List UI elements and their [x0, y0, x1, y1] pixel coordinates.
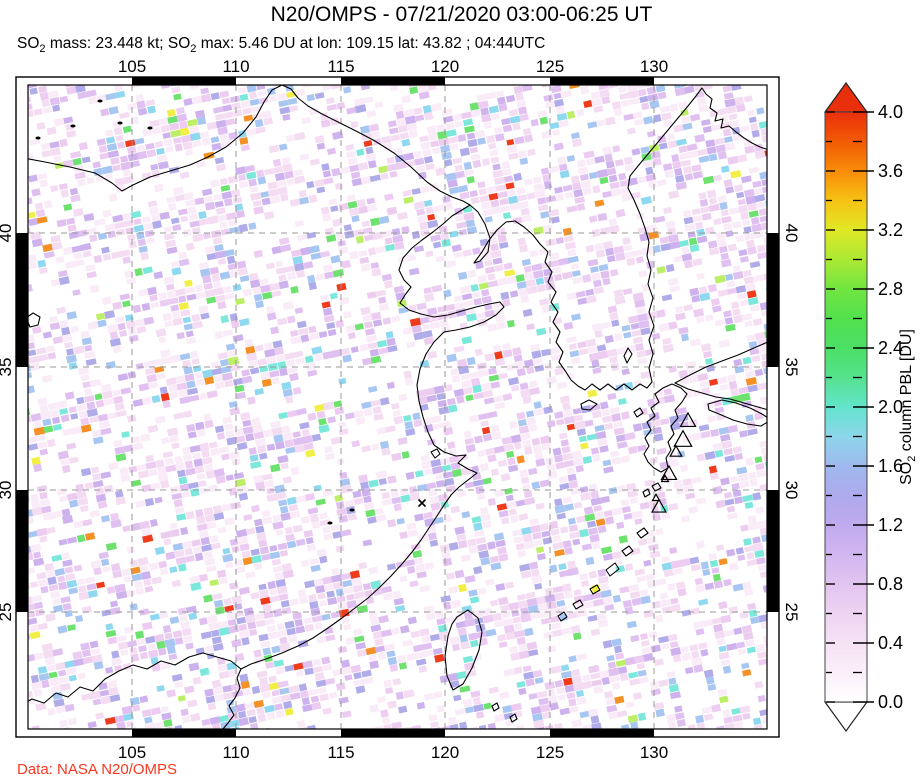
coastline-path — [674, 341, 767, 384]
island-outline — [430, 448, 441, 459]
island-outline — [642, 488, 651, 498]
coastline-path — [674, 382, 767, 411]
colorbar-title-text: SO — [898, 461, 915, 485]
island-outline — [491, 702, 500, 712]
coastline-path — [222, 204, 505, 729]
colorbar-tick-label: 0.0 — [878, 692, 904, 712]
colorbar-tick-label: 2.4 — [878, 338, 904, 358]
colorbar-tick-label: 3.2 — [878, 220, 904, 240]
volcano-triangle-icon — [651, 493, 661, 502]
colorbar-under-arrow — [823, 701, 869, 733]
lon-tick-label-bottom: 110 — [222, 743, 250, 762]
island-outline — [643, 383, 688, 473]
lake-dot — [327, 521, 333, 525]
colorbar-tick-label: 1.6 — [878, 456, 904, 476]
lon-tick-label-bottom: 115 — [327, 743, 355, 762]
lon-tick-label-top: 125 — [535, 57, 565, 76]
subtitle: SO2 mass: 23.448 kt; SO2 max: 5.46 DU at… — [17, 35, 545, 55]
island-outline — [651, 482, 662, 492]
lon-tick-label-bottom: 130 — [639, 743, 669, 762]
lat-tick-label-left: 25 — [0, 602, 15, 622]
coastlines — [28, 85, 767, 729]
subtitle-text: mass: 23.448 kt; SO — [45, 35, 191, 52]
coastline-path — [28, 652, 242, 704]
data-credit: Data: NASA N20/OMPS — [17, 761, 178, 778]
lat-tick-label-left: 35 — [0, 357, 15, 377]
island-outline — [580, 399, 598, 411]
subtitle-sub: 2 — [39, 43, 46, 56]
lat-tick-label-left: 30 — [0, 480, 15, 500]
colorbar-tick-label: 2.8 — [878, 279, 904, 299]
colorbar-tick-label: 1.2 — [878, 515, 904, 535]
map-frame — [15, 76, 780, 738]
island-outline — [636, 527, 649, 539]
island-outline — [572, 599, 584, 610]
volcano-triangle-icon — [679, 411, 697, 428]
island-outline — [557, 611, 568, 622]
lat-tick-label-right: 40 — [782, 223, 801, 243]
volcano-triangle-icon — [660, 474, 670, 483]
lon-tick-label-top: 115 — [327, 57, 355, 76]
island-outline — [633, 407, 644, 418]
subtitle-sub: 2 — [190, 43, 197, 56]
volcano-triangle-icon — [673, 429, 693, 447]
lat-tick-label-left: 40 — [0, 223, 15, 243]
colorbar-title-sub: 2 — [906, 455, 919, 462]
graticule — [28, 85, 767, 729]
island-outline — [589, 584, 601, 595]
colorbar-tick-label: 2.0 — [878, 397, 904, 417]
colorbar-title: SO2 column PBL [DU] — [897, 277, 919, 537]
volcano-triangle-icon — [669, 444, 683, 457]
colorbar — [823, 81, 874, 733]
lake-dot — [35, 136, 41, 140]
lake-dot — [70, 124, 76, 128]
lon-tick-label-top: 130 — [639, 57, 669, 76]
coastline-path — [28, 85, 767, 391]
island-outline — [509, 713, 518, 723]
lat-tick-label-right: 30 — [782, 480, 801, 500]
lon-tick-label-bottom: 125 — [535, 743, 565, 762]
colorbar-over-arrow — [823, 81, 869, 113]
lake-dot — [117, 121, 123, 125]
island-outline — [621, 545, 634, 557]
colorbar-tick-label: 0.8 — [878, 574, 904, 594]
x-marker-icon — [417, 498, 427, 508]
lake-dot — [97, 99, 103, 103]
island-outline — [707, 399, 767, 427]
volcano-triangle-icon — [651, 498, 667, 513]
lon-tick-label-top: 120 — [430, 57, 460, 76]
island-outline — [623, 347, 633, 364]
subtitle-text: max: 5.46 DU at lon: 109.15 lat: 43.82 ;… — [196, 35, 546, 52]
lat-tick-label-right: 35 — [782, 357, 801, 377]
lat-tick-label-right: 25 — [782, 602, 801, 622]
colorbar-tick-label: 4.0 — [878, 102, 904, 122]
colorbar-tick-label: 0.4 — [878, 633, 904, 653]
lon-tick-label-top: 105 — [117, 57, 147, 76]
lon-tick-label-bottom: 120 — [430, 743, 460, 762]
page-title: N20/OMPS - 07/21/2020 03:00-06:25 UT — [270, 3, 653, 26]
colorbar-title-text: column PBL [DU] — [898, 329, 915, 456]
lake-dot — [349, 508, 355, 512]
lon-tick-label-bottom: 105 — [117, 743, 147, 762]
island-outline — [444, 609, 483, 691]
lon-tick-label-top: 110 — [222, 57, 250, 76]
colorbar-tick-label: 3.6 — [878, 161, 904, 181]
so2-pixel-field — [28, 85, 767, 729]
island-outline — [28, 312, 41, 328]
volcano-triangle-icon — [660, 464, 678, 481]
subtitle-text: SO — [17, 35, 40, 52]
lake-dot — [147, 126, 153, 130]
island-outline — [605, 562, 620, 577]
volcano-markers — [417, 411, 697, 513]
